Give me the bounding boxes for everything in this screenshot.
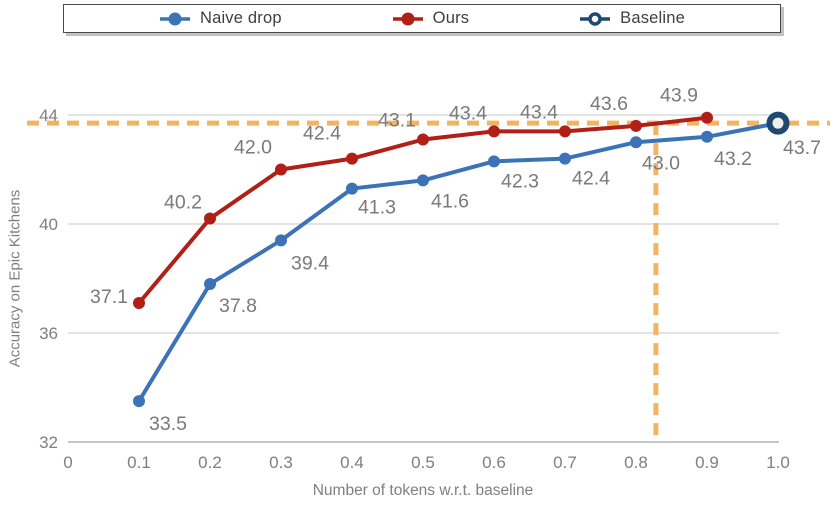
data-point-ours bbox=[204, 212, 216, 225]
data-point-naive-drop bbox=[275, 234, 287, 247]
data-point-ours bbox=[275, 163, 287, 176]
data-label-naive-drop: 42.3 bbox=[501, 170, 539, 192]
y-tick-label: 32 bbox=[39, 433, 58, 452]
data-label-naive-drop: 41.3 bbox=[358, 197, 396, 219]
data-label-naive-drop: 41.6 bbox=[431, 190, 469, 212]
x-axis-title: Number of tokens w.r.t. baseline bbox=[312, 482, 534, 499]
data-label-naive-drop: 43.0 bbox=[642, 152, 680, 174]
data-point-naive-drop bbox=[417, 174, 429, 187]
legend-label: Baseline bbox=[620, 9, 686, 27]
data-point-baseline bbox=[766, 111, 790, 135]
data-label-ours: 43.1 bbox=[378, 110, 416, 132]
data-label-ours: 43.6 bbox=[590, 93, 628, 115]
data-point-naive-drop bbox=[204, 277, 216, 290]
x-tick-label: 0.1 bbox=[127, 453, 151, 472]
x-tick-label: 0.9 bbox=[695, 453, 719, 472]
legend-label: Ours bbox=[432, 9, 470, 27]
data-point-naive-drop bbox=[346, 182, 358, 195]
y-tick-label: 40 bbox=[39, 215, 58, 234]
data-label-ours: 43.4 bbox=[520, 101, 558, 123]
data-label-naive-drop: 39.4 bbox=[291, 252, 329, 274]
data-point-ours bbox=[630, 119, 642, 132]
data-point-naive-drop bbox=[488, 155, 500, 168]
baseline-marker-icon bbox=[580, 11, 611, 26]
x-tick-label: 0.2 bbox=[198, 453, 222, 472]
data-point-naive-drop bbox=[701, 130, 713, 143]
data-point-ours bbox=[346, 152, 358, 165]
x-tick-label: 0.6 bbox=[482, 453, 506, 472]
data-point-ours bbox=[488, 125, 500, 138]
ours-marker-icon bbox=[392, 12, 423, 25]
data-point-ours bbox=[417, 133, 429, 146]
x-tick-label: 0 bbox=[63, 453, 72, 472]
x-tick-label: 1.0 bbox=[766, 453, 790, 472]
data-label-naive-drop: 33.5 bbox=[149, 413, 187, 435]
data-label-naive-drop: 43.2 bbox=[714, 148, 752, 170]
data-label-ours: 42.4 bbox=[303, 123, 341, 145]
data-point-naive-drop bbox=[559, 152, 571, 165]
data-label-ours: 42.0 bbox=[234, 137, 272, 159]
legend-label: Naive drop bbox=[199, 9, 282, 27]
legend-item-naive-drop: Naive drop bbox=[159, 9, 282, 28]
data-point-ours bbox=[559, 125, 571, 138]
y-tick-label: 36 bbox=[39, 324, 58, 343]
data-label-ours: 43.4 bbox=[449, 102, 487, 124]
data-label-ours: 40.2 bbox=[164, 192, 202, 214]
x-tick-label: 0.4 bbox=[340, 453, 364, 472]
legend-item-ours: Ours bbox=[392, 9, 470, 28]
data-point-naive-drop bbox=[630, 136, 642, 149]
data-label-ours: 37.1 bbox=[90, 286, 128, 308]
legend: Naive drop Ours Baseline bbox=[63, 4, 781, 33]
y-axis-title: Accuracy on Epic Kitchens bbox=[6, 189, 24, 368]
x-tick-label: 0.5 bbox=[411, 453, 435, 472]
x-tick-label: 0.3 bbox=[269, 453, 293, 472]
x-tick-label: 0.8 bbox=[624, 453, 648, 472]
naive-drop-marker-icon bbox=[159, 12, 190, 25]
data-label-ours: 43.9 bbox=[660, 85, 698, 107]
data-label-baseline: 43.7 bbox=[783, 137, 821, 159]
x-tick-label: 0.7 bbox=[553, 453, 577, 472]
data-point-ours bbox=[133, 297, 145, 310]
y-tick-label: 44 bbox=[39, 106, 58, 125]
data-point-ours bbox=[701, 111, 713, 124]
series-line-naive-drop bbox=[137, 121, 780, 404]
legend-item-baseline: Baseline bbox=[579, 9, 685, 28]
data-label-naive-drop: 42.4 bbox=[572, 168, 610, 190]
data-label-naive-drop: 37.8 bbox=[219, 295, 257, 317]
data-point-naive-drop bbox=[133, 395, 145, 408]
